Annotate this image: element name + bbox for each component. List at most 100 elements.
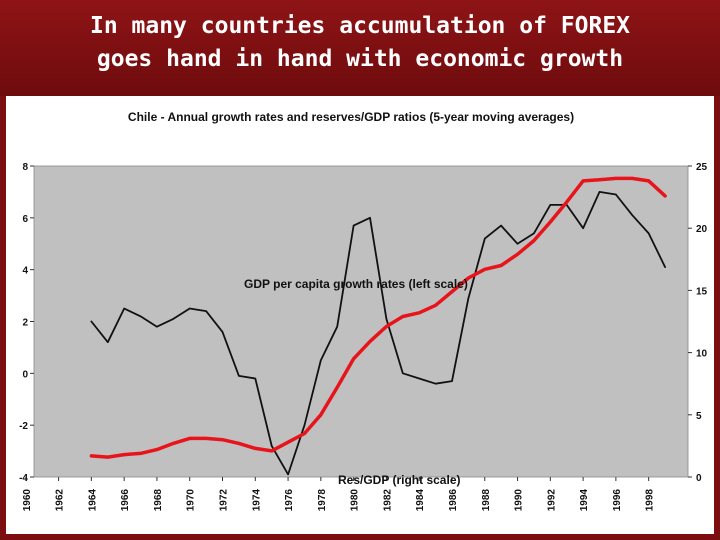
- reserves-data-point: [189, 437, 191, 439]
- left-tick-label: 6: [22, 214, 28, 225]
- gdp-data-point: [549, 204, 551, 206]
- gdp-data-point: [369, 217, 371, 219]
- gdp-data-point: [287, 473, 289, 475]
- gdp-data-point: [598, 191, 601, 193]
- gdp-data-point: [271, 445, 273, 447]
- x-tick-label: 1990: [514, 489, 525, 512]
- gdp-data-point: [172, 318, 174, 320]
- right-tick-label: 25: [696, 162, 708, 173]
- gdp-data-point: [189, 307, 191, 310]
- gdp-data-point: [320, 359, 322, 361]
- x-tick-label: 1970: [186, 489, 197, 512]
- x-tick-label: 1964: [87, 489, 98, 512]
- right-tick-label: 10: [696, 349, 708, 360]
- reserves-data-point: [566, 201, 568, 203]
- chart-panel: Chile - Annual growth rates and reserves…: [6, 96, 714, 534]
- slide-title-line-2: goes hand in hand with economic growth: [96, 46, 624, 72]
- x-tick-label: 1984: [415, 489, 426, 512]
- gdp-annotation: GDP per capita growth rates (left scale): [244, 277, 468, 291]
- reserves-series-line: [89, 176, 667, 459]
- gdp-series-line: [90, 191, 666, 476]
- gdp-data-point: [385, 318, 387, 320]
- right-tick-label: 0: [696, 473, 702, 484]
- left-tick-label: -2: [19, 421, 28, 432]
- slide-title: In many countries accumulation of FOREX …: [0, 0, 720, 96]
- reserves-data-point: [271, 450, 273, 452]
- reserves-data-point: [549, 221, 551, 223]
- reserves-data-point: [221, 439, 224, 441]
- reserves-data-point: [336, 386, 338, 388]
- gdp-data-point: [582, 227, 584, 229]
- x-tick-label: 1982: [382, 489, 393, 512]
- gdp-data-point: [467, 297, 469, 299]
- reserves-data-point: [664, 195, 666, 197]
- gdp-data-point: [353, 225, 355, 227]
- reserves-data-point: [107, 456, 109, 458]
- gdp-data-point: [139, 315, 142, 317]
- x-tick-label: 1976: [284, 489, 295, 512]
- reserves-data-point: [205, 437, 207, 439]
- left-tick-label: 2: [22, 318, 28, 329]
- gdp-data-point: [435, 383, 437, 385]
- gdp-data-point: [451, 380, 453, 382]
- gdp-data-point: [418, 377, 420, 380]
- x-tick-label: 1978: [317, 489, 328, 512]
- gdp-data-point: [631, 214, 633, 216]
- slide-title-line-1: In many countries accumulation of FOREX: [89, 13, 631, 39]
- reserves-data-point: [582, 180, 584, 182]
- x-tick-label: 1998: [645, 489, 656, 512]
- x-tick-label: 1986: [448, 489, 459, 512]
- gdp-data-point: [303, 424, 306, 426]
- x-tick-label: 1980: [350, 489, 361, 512]
- reserves-data-point: [631, 177, 633, 179]
- x-tick-label: 1966: [120, 489, 131, 512]
- reserves-data-point: [320, 414, 322, 416]
- reserves-data-point: [418, 312, 420, 314]
- left-tick-label: 0: [22, 369, 28, 380]
- gdp-data-point: [648, 232, 650, 234]
- reserves-data-point: [467, 277, 469, 279]
- reserves-data-point: [123, 454, 125, 456]
- reserves-data-point: [353, 358, 355, 360]
- x-tick-label: 1972: [218, 489, 229, 512]
- gdp-data-point: [156, 326, 158, 328]
- gdp-data-point: [336, 326, 338, 328]
- gdp-data-point: [238, 375, 240, 377]
- x-tick-label: 1994: [579, 489, 590, 512]
- reserves-data-point: [484, 268, 486, 270]
- reserves-data-point: [648, 180, 650, 182]
- gdp-data-point: [516, 243, 519, 245]
- x-tick-label: 1968: [153, 489, 164, 512]
- axes-layer: -4 -2 0 2 4 6 8 0 5 10 15 20 25 1960 1962 1964 1966 1968 1…: [19, 162, 707, 511]
- reserves-data-point: [435, 304, 437, 306]
- reserves-data-point: [615, 177, 617, 179]
- gdp-data-point: [90, 320, 92, 323]
- gdp-data-point: [123, 307, 125, 310]
- reserves-data-point: [516, 253, 519, 255]
- chart-svg: Chile - Annual growth rates and reserves…: [19, 110, 707, 511]
- gdp-data-point: [107, 341, 109, 343]
- reserves-data-point: [172, 442, 174, 444]
- left-tick-label: 8: [22, 162, 28, 173]
- reserves-data-point: [369, 340, 371, 342]
- reserves-data-point: [500, 264, 502, 267]
- series-layer: [89, 176, 667, 476]
- plot-area: [33, 165, 689, 478]
- right-tick-label: 15: [696, 286, 708, 297]
- x-tick-label: 1960: [22, 489, 33, 512]
- x-tick-label: 1996: [612, 489, 623, 512]
- x-tick-label: 1988: [481, 489, 492, 512]
- chart-title: Chile - Annual growth rates and reserves…: [128, 110, 574, 124]
- gdp-data-point: [402, 372, 404, 374]
- x-tick-label: 1992: [546, 489, 557, 512]
- reserves-data-point: [402, 315, 404, 318]
- left-tick-label: 4: [22, 266, 28, 277]
- reserves-data-point: [451, 291, 453, 293]
- reserves-data-point: [90, 455, 92, 457]
- reserves-data-point: [287, 441, 289, 443]
- right-tick-label: 5: [696, 411, 702, 422]
- reserves-data-point: [303, 432, 306, 435]
- gdp-data-point: [664, 266, 666, 268]
- x-tick-label: 1974: [251, 489, 262, 512]
- gdp-data-point: [484, 238, 486, 240]
